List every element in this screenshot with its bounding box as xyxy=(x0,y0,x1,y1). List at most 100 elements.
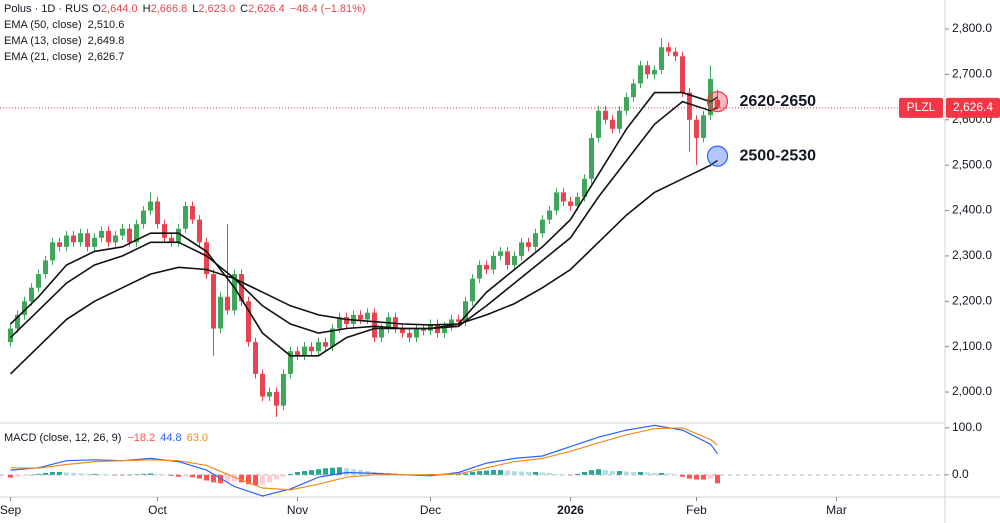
histogram-bar xyxy=(694,474,699,480)
histogram-bar xyxy=(484,470,489,475)
y-tick-label: 2,300.0 xyxy=(952,248,992,262)
histogram-bar xyxy=(442,474,447,476)
y-tick-label: 2,200.0 xyxy=(952,293,992,307)
candle-body xyxy=(491,255,496,270)
candle-body xyxy=(631,83,636,98)
histogram-bar xyxy=(239,474,244,483)
candle-body xyxy=(645,65,650,75)
ohlc-value: 2,666.8 xyxy=(151,3,188,15)
candle-body xyxy=(92,237,97,247)
candle-body xyxy=(36,274,41,288)
candle-body xyxy=(673,51,678,57)
candle-body xyxy=(372,312,377,338)
histogram-bar xyxy=(29,474,34,476)
y-tick-label: 100.0 xyxy=(952,420,982,434)
histogram-bar xyxy=(351,469,356,475)
histogram-bar xyxy=(232,474,237,482)
histogram-bar xyxy=(106,474,111,476)
histogram-bar xyxy=(288,473,293,475)
candle-body xyxy=(148,201,153,211)
candle-body xyxy=(29,287,34,302)
histogram-bar xyxy=(603,470,608,475)
histogram-bar xyxy=(148,473,153,475)
candle-body xyxy=(519,242,524,256)
histogram-bar xyxy=(197,474,202,479)
histogram-bar xyxy=(302,471,307,475)
candle-body xyxy=(78,233,83,243)
histogram-bar xyxy=(561,474,566,476)
candle-body xyxy=(421,328,426,331)
legend-value: 44.8 xyxy=(160,432,181,444)
x-tick-label: Oct xyxy=(148,503,167,517)
histogram-bar xyxy=(204,474,209,481)
candle-body xyxy=(526,242,531,247)
candle-body xyxy=(260,373,265,397)
candle-body xyxy=(337,317,342,329)
histogram-bar xyxy=(624,471,629,475)
legend-name: EMA (13, close) xyxy=(4,35,82,47)
candle-body xyxy=(309,346,314,352)
candle-body xyxy=(316,342,321,352)
symbol-tag-text: PLZL xyxy=(907,100,936,114)
y-tick-label: 0.0 xyxy=(952,467,969,481)
y-tick-label: 2,400.0 xyxy=(952,203,992,217)
histogram-bar xyxy=(617,471,622,475)
macd-line xyxy=(10,427,718,491)
candle-body xyxy=(694,119,699,138)
candle-body xyxy=(127,228,132,243)
histogram-bar xyxy=(22,474,27,476)
histogram-bar xyxy=(512,471,517,475)
histogram-bar xyxy=(470,472,475,475)
x-tick-label: 2026 xyxy=(557,503,584,517)
histogram-bar xyxy=(169,474,174,476)
histogram-bar xyxy=(295,472,300,475)
candle-body xyxy=(113,235,118,243)
candle-body xyxy=(183,206,188,229)
legend-value: 2,649.8 xyxy=(88,35,125,47)
candle-body xyxy=(64,235,69,247)
histogram-bar xyxy=(645,472,650,475)
y-tick-label: 2,700.0 xyxy=(952,67,992,81)
candle-body xyxy=(162,224,167,238)
candle-body xyxy=(267,392,272,397)
candle-body xyxy=(589,137,594,179)
candle-body xyxy=(484,264,489,270)
change-value: −48.4 (−1.81%) xyxy=(290,3,366,15)
histogram-bar xyxy=(176,474,181,477)
y-tick-label: 2,100.0 xyxy=(952,339,992,353)
candle-body xyxy=(211,274,216,329)
histogram-bar xyxy=(260,474,265,485)
y-tick-label: 2,800.0 xyxy=(952,21,992,35)
legend-name: EMA (50, close) xyxy=(4,19,82,31)
candle-body xyxy=(155,201,160,225)
histogram-bar xyxy=(218,474,223,484)
candle-body xyxy=(428,323,433,331)
candle-body xyxy=(358,314,363,320)
candle-body xyxy=(596,110,601,138)
candle-body xyxy=(582,178,587,197)
histogram-bar xyxy=(631,472,636,475)
histogram-bar xyxy=(50,472,55,475)
ohlc-value: 2,626.4 xyxy=(248,3,285,15)
histogram-bar xyxy=(498,470,503,475)
candle-body xyxy=(288,351,293,374)
histogram-bar xyxy=(71,472,76,475)
candle-body xyxy=(134,224,139,243)
zone-marker xyxy=(706,91,729,113)
histogram-bar xyxy=(708,474,713,479)
histogram-bar xyxy=(477,471,482,475)
candle-body xyxy=(204,242,209,275)
histogram-bar xyxy=(505,470,510,475)
histogram-bar xyxy=(463,473,468,475)
candle-body xyxy=(603,110,608,120)
histogram-bar xyxy=(701,474,706,480)
ema-line xyxy=(9,159,718,375)
histogram-bar xyxy=(519,471,524,475)
ohlc-key: H xyxy=(143,3,151,15)
candle-body xyxy=(85,233,90,247)
histogram-bar xyxy=(659,472,664,475)
histogram-bar xyxy=(274,474,279,480)
histogram-bar xyxy=(652,472,657,475)
histogram-bar xyxy=(127,474,132,476)
